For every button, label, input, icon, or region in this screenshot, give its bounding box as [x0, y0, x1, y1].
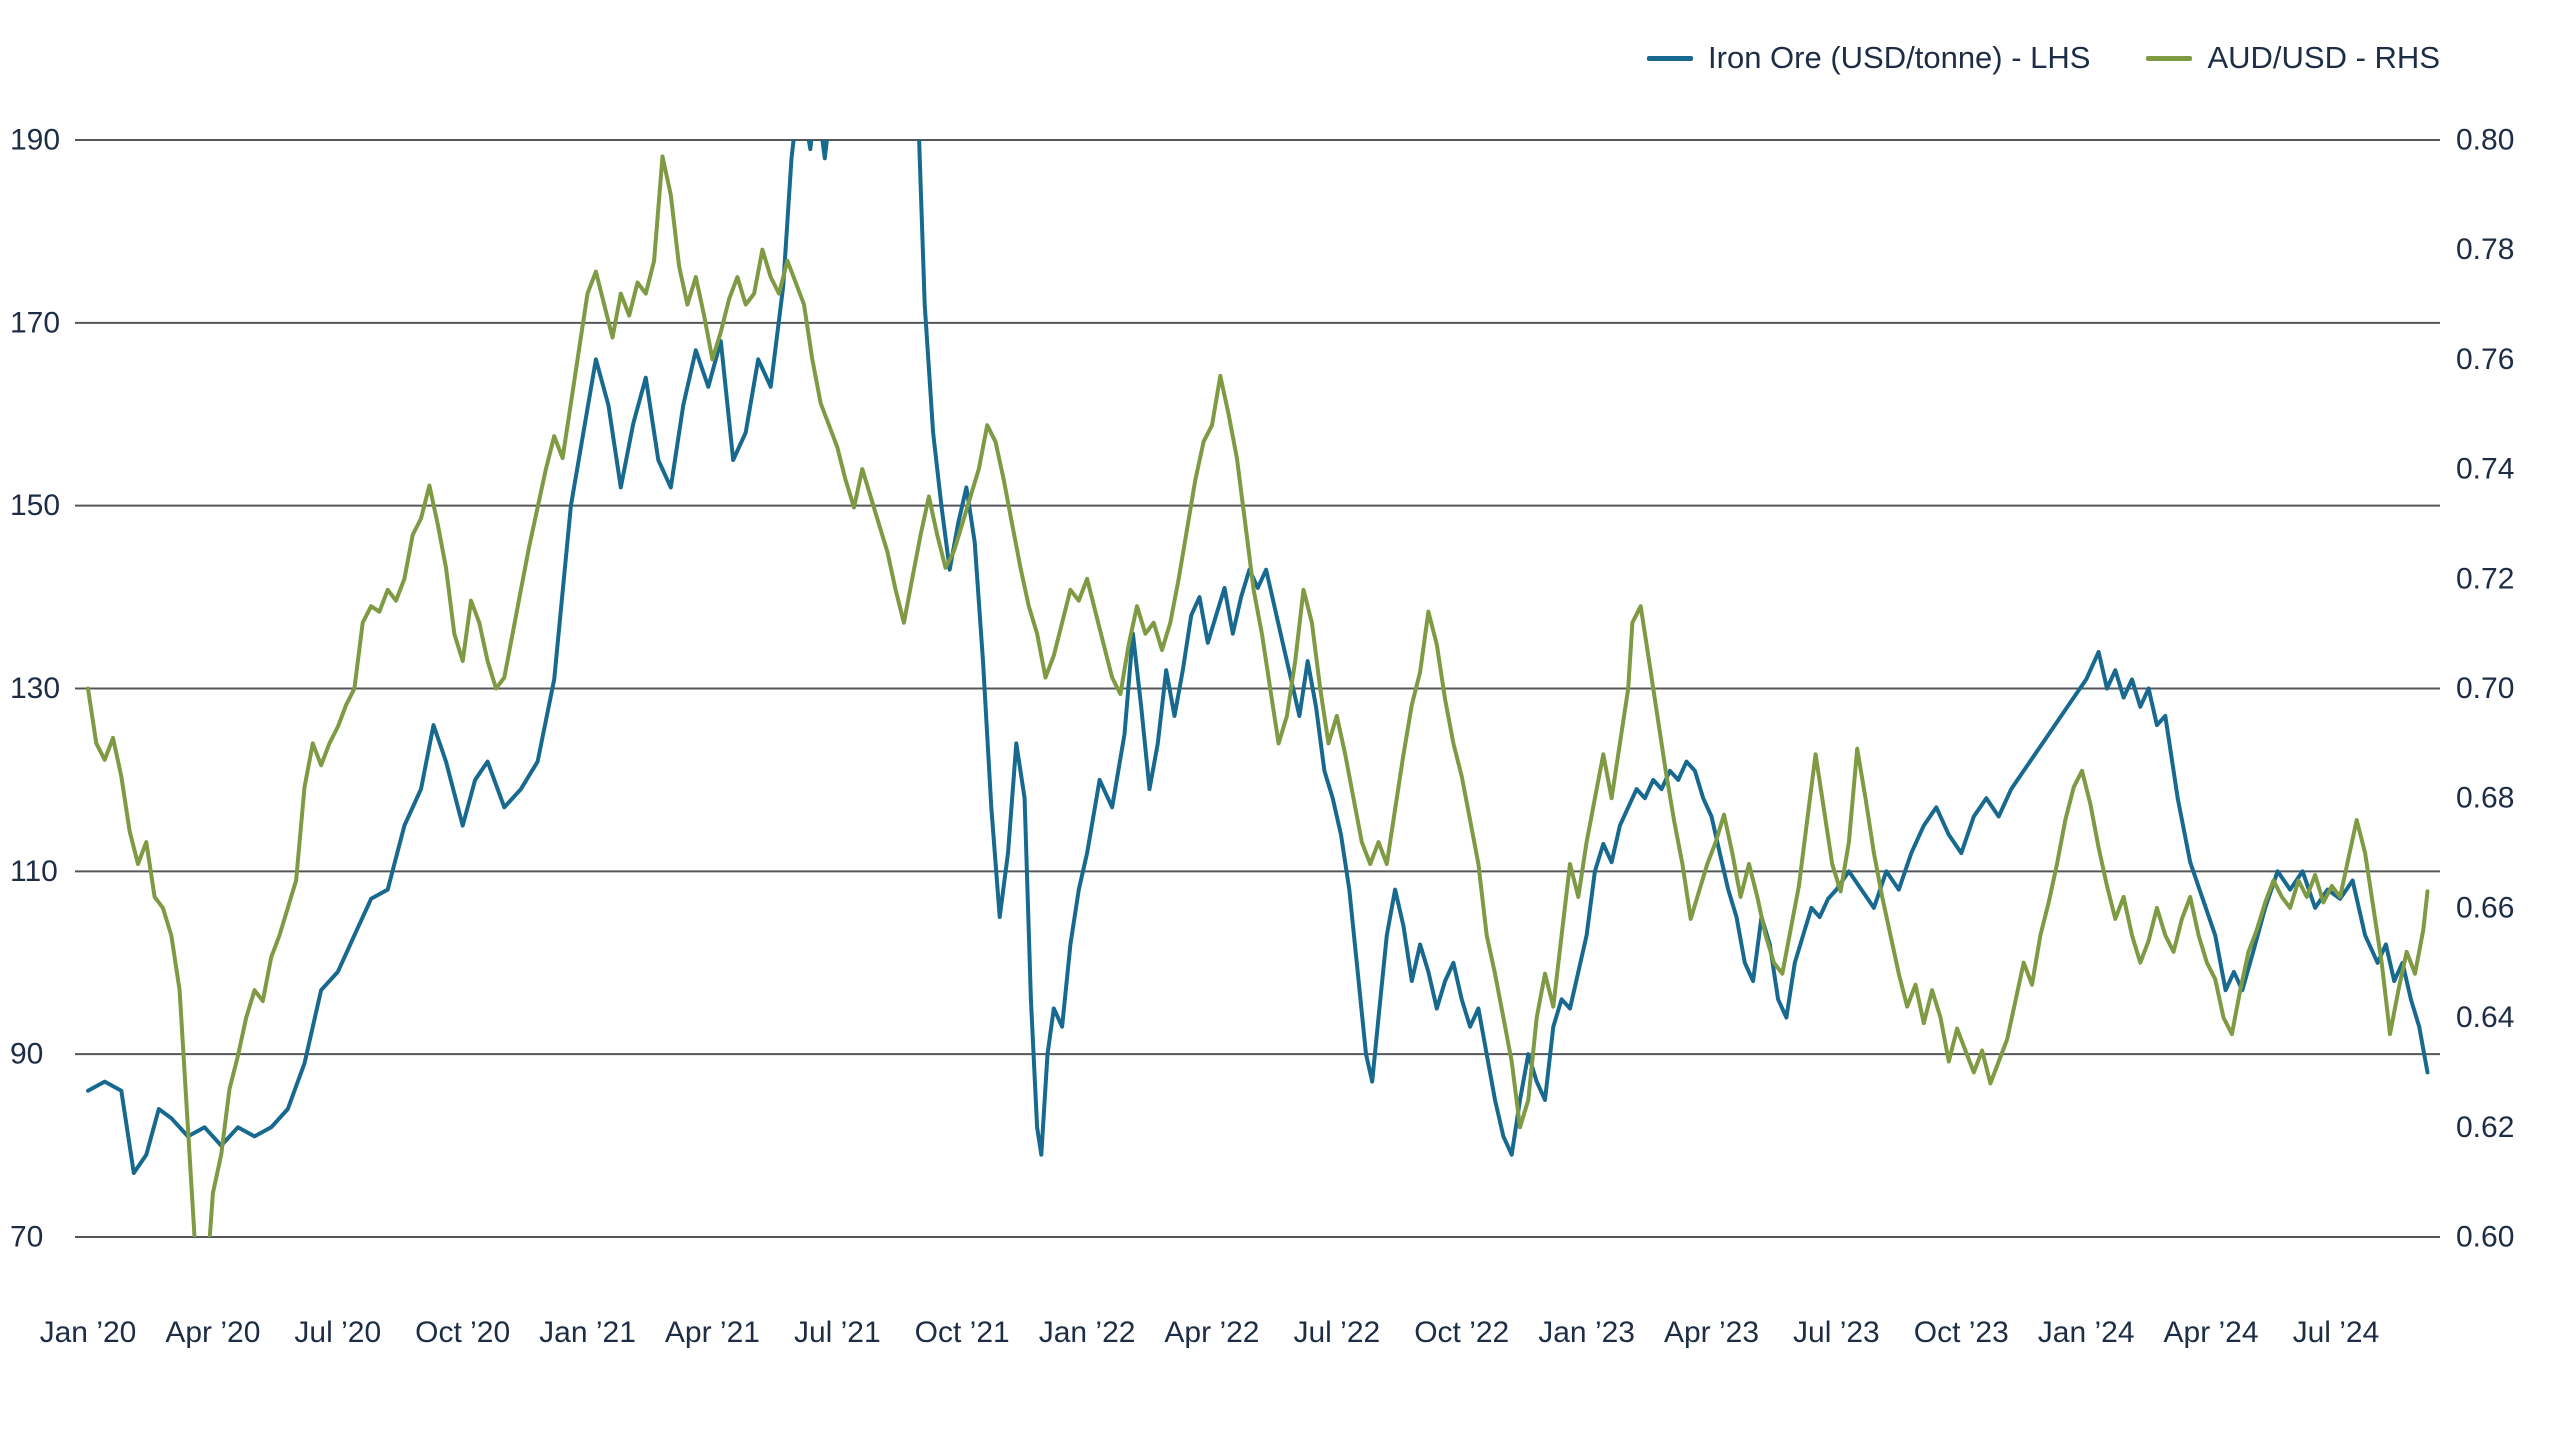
x-axis-tick-label: Apr ’20	[165, 1316, 260, 1349]
x-axis-tick-label: Apr ’24	[2164, 1316, 2259, 1349]
iron-ore-line-swatch-icon	[1647, 55, 1694, 61]
aud-usd-line-swatch-icon	[2146, 55, 2193, 61]
iron-ore-line	[86, 140, 2430, 1175]
left-axis-tick-label: 130	[10, 672, 60, 705]
right-axis-tick-label: 0.62	[2456, 1111, 2514, 1144]
x-axis-tick-label: Jul ’24	[2293, 1316, 2380, 1349]
x-axis-tick-label: Jan ’24	[2038, 1316, 2135, 1349]
left-axis-tick-label: 170	[10, 306, 60, 339]
x-axis-tick-label: Jan ’23	[1538, 1316, 1635, 1349]
right-axis-tick-label: 0.72	[2456, 562, 2514, 595]
x-axis-tick-label: Apr ’21	[665, 1316, 760, 1349]
legend-label-aud-usd: AUD/USD - RHS	[2207, 40, 2440, 75]
right-axis-tick-label: 0.78	[2456, 233, 2514, 266]
right-axis-tick-label: 0.64	[2456, 1001, 2514, 1034]
x-axis-tick-label: Apr ’22	[1164, 1316, 1259, 1349]
x-axis-tick-label: Oct ’23	[1914, 1316, 2009, 1349]
x-axis-tick-label: Jan ’21	[539, 1316, 636, 1349]
legend-label-iron-ore: Iron Ore (USD/tonne) - LHS	[1708, 40, 2091, 75]
left-axis-tick-label: 90	[10, 1038, 43, 1071]
left-axis-tick-label: 150	[10, 489, 60, 522]
right-axis-tick-label: 0.80	[2456, 124, 2514, 157]
x-axis-tick-label: Jul ’20	[294, 1316, 381, 1349]
x-axis-tick-label: Oct ’21	[915, 1316, 1010, 1349]
x-axis-tick-label: Jan ’22	[1039, 1316, 1136, 1349]
x-axis-tick-label: Jan ’20	[40, 1316, 137, 1349]
left-axis-tick-label: 110	[10, 855, 58, 888]
chart-legend: Iron Ore (USD/tonne) - LHS AUD/USD - RHS	[1647, 40, 2440, 76]
x-axis-tick-label: Oct ’22	[1414, 1316, 1509, 1349]
left-axis-tick-label: 190	[10, 124, 60, 157]
right-axis-tick-label: 0.76	[2456, 343, 2514, 376]
aud-usd-line	[86, 154, 2430, 1237]
right-axis-tick-label: 0.66	[2456, 891, 2514, 924]
right-axis-tick-label: 0.70	[2456, 672, 2514, 705]
right-axis-tick-label: 0.74	[2456, 453, 2514, 486]
legend-item-iron-ore: Iron Ore (USD/tonne) - LHS	[1647, 40, 2090, 76]
left-axis-tick-label: 70	[10, 1221, 43, 1254]
x-axis-tick-label: Apr ’23	[1664, 1316, 1759, 1349]
right-axis-tick-label: 0.60	[2456, 1221, 2514, 1254]
right-axis-tick-label: 0.68	[2456, 782, 2514, 815]
x-axis-tick-label: Jul ’21	[794, 1316, 881, 1349]
legend-item-aud-usd: AUD/USD - RHS	[2146, 40, 2440, 76]
x-axis-tick-label: Oct ’20	[415, 1316, 510, 1349]
x-axis-tick-label: Jul ’23	[1793, 1316, 1880, 1349]
x-axis-tick-label: Jul ’22	[1293, 1316, 1380, 1349]
